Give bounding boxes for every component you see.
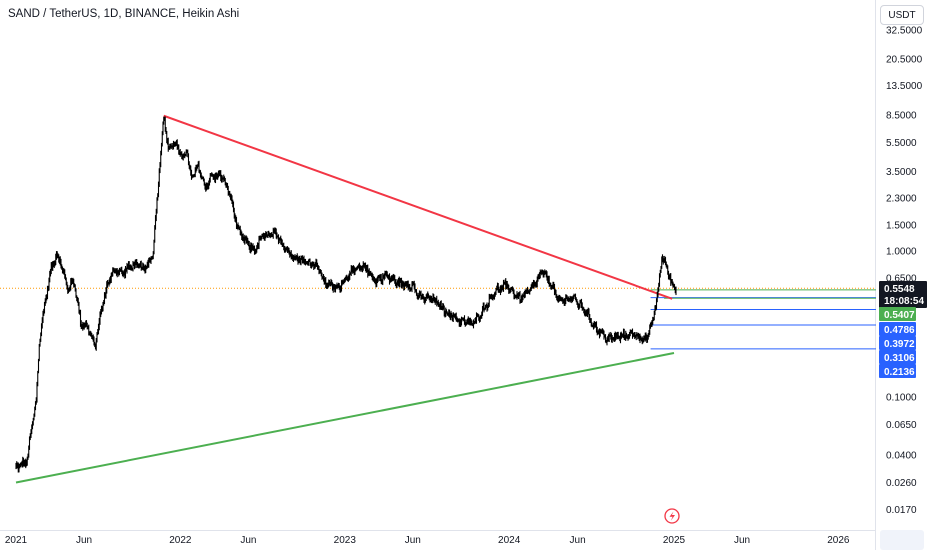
level-badge-text: 0.2136 (884, 367, 915, 378)
level-badge-bg (879, 307, 916, 321)
level-badge-bg (879, 350, 916, 364)
level-badge-text: 0.5407 (884, 310, 915, 321)
y-tick-label: 0.0260 (886, 478, 917, 489)
level-badge-bg (879, 336, 916, 350)
x-tick-label: 2024 (498, 535, 521, 546)
currency-selector[interactable]: USDT (880, 5, 924, 25)
alert-icon[interactable] (664, 508, 680, 524)
x-tick-label: 2026 (827, 535, 850, 546)
y-tick-label: 13.5000 (886, 81, 923, 92)
x-tick-label: Jun (734, 535, 750, 546)
x-tick-label: 2022 (169, 535, 192, 546)
y-tick-label: 2.3000 (886, 193, 917, 204)
x-tick-label: 2023 (334, 535, 357, 546)
x-tick-label: Jun (405, 535, 421, 546)
chart-title: SAND / TetherUS, 1D, BINANCE, Heikin Ash… (8, 8, 240, 20)
trendline-upper[interactable] (163, 114, 673, 300)
y-tick-label: 8.5000 (886, 111, 917, 122)
axis-settings-button[interactable] (880, 530, 924, 550)
level-badge: 0.5407 (879, 307, 916, 321)
y-tick-label: 0.6500 (886, 274, 917, 285)
y-tick-label: 1.0000 (886, 246, 917, 257)
y-tick-label: 3.5000 (886, 167, 917, 178)
x-tick-label: 2025 (663, 535, 686, 546)
price-countdown: 18:08:54 (884, 296, 924, 307)
level-badge-bg (879, 322, 916, 336)
trendline-lower[interactable] (15, 352, 675, 484)
current-price-value: 0.5548 (884, 284, 915, 295)
current-price-badge-bg (879, 281, 927, 308)
y-tick-label: 1.5000 (886, 221, 917, 232)
level-badge-text: 0.3972 (884, 339, 915, 350)
level-badge: 0.2136 (879, 364, 916, 378)
y-tick-label: 20.5000 (886, 55, 923, 66)
y-tick-label: 0.0170 (886, 505, 917, 516)
x-tick-label: Jun (240, 535, 256, 546)
level-badge-text: 0.3106 (884, 353, 915, 364)
level-badge: 0.3972 (879, 336, 916, 350)
x-tick-label: Jun (570, 535, 586, 546)
level-badge-text: 0.4786 (884, 325, 915, 336)
level-badge-bg (879, 364, 916, 378)
y-tick-label: 32.5000 (886, 25, 923, 36)
x-tick-label: Jun (76, 535, 92, 546)
y-tick-label: 5.5000 (886, 138, 917, 149)
y-tick-label: 0.0650 (886, 420, 917, 431)
level-badge: 0.4786 (879, 322, 916, 336)
x-tick-label: 2021 (5, 535, 28, 546)
y-tick-label: 0.1000 (886, 393, 917, 404)
level-badge: 0.3106 (879, 350, 916, 364)
y-tick-label: 0.0400 (886, 451, 917, 462)
